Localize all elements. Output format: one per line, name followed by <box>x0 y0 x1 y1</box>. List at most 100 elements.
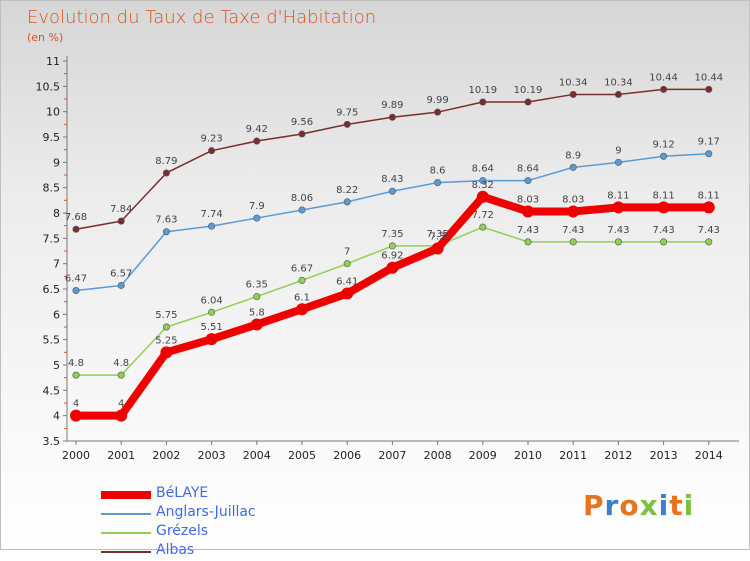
data-label: 4.8 <box>68 358 84 369</box>
y-tick-label: 8 <box>53 207 60 220</box>
data-label: 7.35 <box>381 229 403 240</box>
data-point <box>115 409 128 422</box>
legend-label: Grézels <box>156 523 209 539</box>
data-label: 6.67 <box>291 263 313 274</box>
data-point <box>343 198 351 206</box>
data-point <box>614 238 622 246</box>
data-point <box>479 177 487 185</box>
data-label: 6.41 <box>336 277 358 288</box>
data-label: 9.99 <box>426 95 448 106</box>
data-point <box>72 371 80 379</box>
data-point <box>253 214 261 222</box>
logo-letter: x <box>639 489 659 522</box>
data-point <box>524 177 532 185</box>
x-tick-label: 2009 <box>469 449 497 462</box>
data-point <box>117 371 125 379</box>
data-point <box>388 242 396 250</box>
data-point <box>524 98 532 106</box>
y-tick-label: 3.5 <box>43 435 61 448</box>
data-point <box>160 346 173 359</box>
data-label: 8.11 <box>698 190 720 201</box>
data-point <box>479 223 487 231</box>
logo-letter: o <box>619 489 640 522</box>
data-point <box>162 169 170 177</box>
data-point <box>72 225 80 233</box>
y-tick-label: 9 <box>53 156 60 169</box>
legend-label: Anglars-Juillac <box>156 504 256 520</box>
data-point <box>388 113 396 121</box>
x-tick-label: 2012 <box>604 449 632 462</box>
data-label: 5.51 <box>200 322 222 333</box>
x-tick-label: 2011 <box>559 449 587 462</box>
legend-swatch <box>101 513 151 515</box>
y-tick-label: 11 <box>46 55 60 68</box>
legend-swatch <box>101 551 151 553</box>
data-point <box>660 238 668 246</box>
chart-unit: (en %) <box>27 31 64 44</box>
data-label: 5.75 <box>155 310 177 321</box>
legend-swatch <box>101 532 151 534</box>
data-point <box>614 90 622 98</box>
logo-letter: i <box>658 489 670 522</box>
data-label: 7.72 <box>472 210 494 221</box>
data-point <box>569 238 577 246</box>
data-label: 7.43 <box>562 225 584 236</box>
x-tick-label: 2014 <box>695 449 723 462</box>
y-tick-label: 8.5 <box>43 182 61 195</box>
data-label: 6.57 <box>110 268 132 279</box>
y-tick-label: 7 <box>53 258 60 271</box>
data-label: 10.34 <box>559 77 588 88</box>
x-tick-label: 2005 <box>288 449 316 462</box>
data-label: 8.11 <box>607 190 629 201</box>
x-tick-label: 2004 <box>243 449 271 462</box>
legend-label: BéLAYE <box>156 485 209 501</box>
data-label: 9.23 <box>200 134 222 145</box>
proxiti-logo: Proxiti <box>583 489 694 522</box>
x-tick-label: 2006 <box>333 449 361 462</box>
data-point <box>70 409 82 422</box>
data-label: 8.64 <box>517 164 539 175</box>
data-point <box>253 137 261 145</box>
y-tick-label: 7.5 <box>43 232 61 245</box>
x-tick-label: 2000 <box>62 449 90 462</box>
y-tick-label: 4 <box>53 410 60 423</box>
data-point <box>434 108 442 116</box>
data-point <box>341 287 354 300</box>
data-label: 10.19 <box>468 85 497 96</box>
legend-swatch <box>101 491 151 499</box>
data-point <box>386 261 399 274</box>
data-label: 4 <box>73 399 79 410</box>
logo-letter: t <box>669 489 684 522</box>
data-label: 10.19 <box>514 85 543 96</box>
data-label: 7.43 <box>698 225 720 236</box>
data-label: 8.03 <box>562 194 584 205</box>
data-point <box>343 260 351 268</box>
data-label: 5.25 <box>155 335 177 346</box>
data-point <box>298 130 306 138</box>
data-point <box>660 85 668 93</box>
data-label: 4.8 <box>113 358 129 369</box>
y-tick-label: 6 <box>53 308 60 321</box>
x-tick-label: 2010 <box>514 449 542 462</box>
data-point <box>569 163 577 171</box>
data-point <box>705 150 713 158</box>
data-label: 8.03 <box>517 194 539 205</box>
data-point <box>705 85 713 93</box>
data-label: 7.84 <box>110 204 132 215</box>
data-point <box>298 206 306 214</box>
data-label: 9.56 <box>291 117 313 128</box>
x-tick-label: 2007 <box>378 449 406 462</box>
data-point <box>253 293 261 301</box>
x-tick-label: 2013 <box>650 449 678 462</box>
data-point <box>250 318 263 331</box>
data-label: 8.6 <box>430 166 446 177</box>
data-label: 9.17 <box>698 137 720 148</box>
data-label: 7.74 <box>200 209 222 220</box>
y-tick-label: 6.5 <box>43 283 61 296</box>
data-label: 6.04 <box>200 295 222 306</box>
data-label: 8.79 <box>155 156 177 167</box>
data-point <box>660 152 668 160</box>
data-label: 7.3 <box>430 231 446 242</box>
data-point <box>431 242 444 255</box>
data-label: 8.06 <box>291 193 313 204</box>
